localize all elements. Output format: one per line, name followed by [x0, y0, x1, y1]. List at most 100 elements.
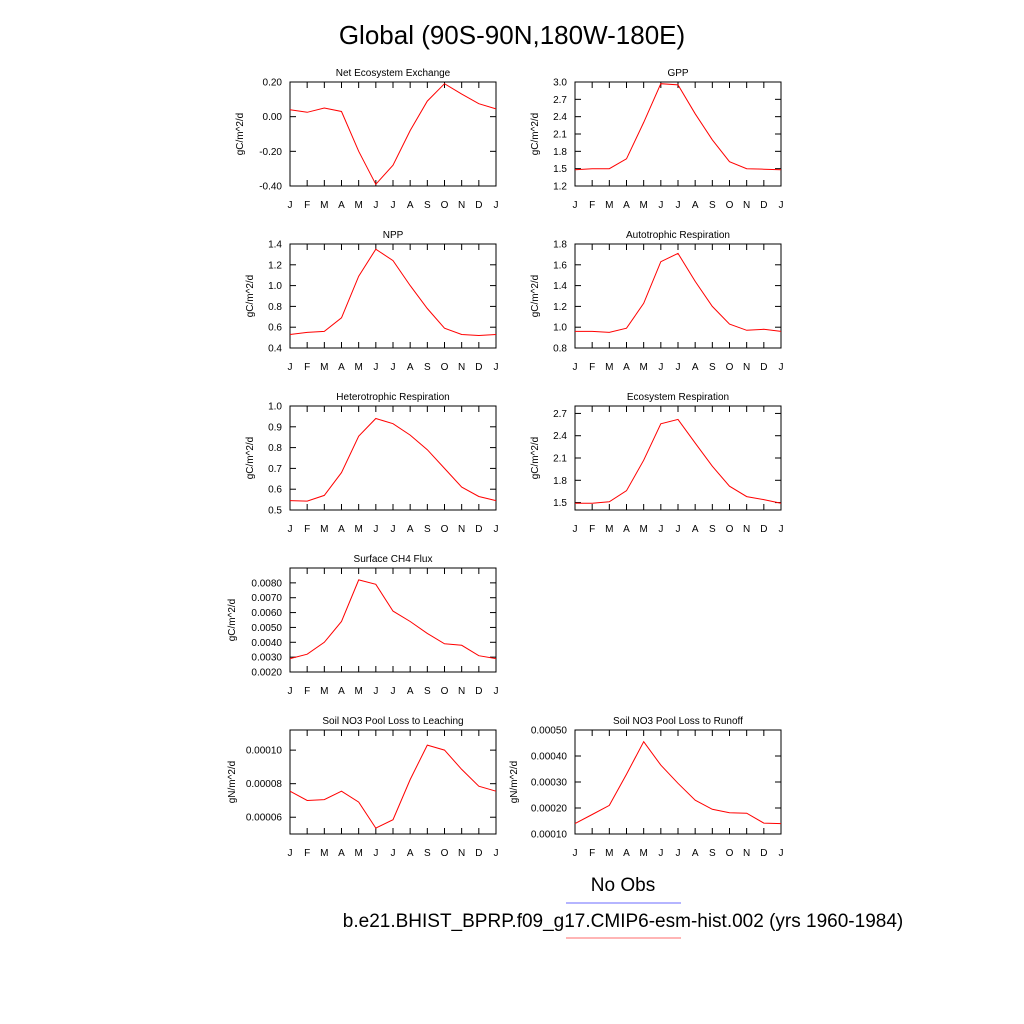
series-line — [575, 418, 782, 504]
y-tick-label: 1.2 — [553, 182, 567, 193]
x-tick-label: M — [605, 362, 613, 373]
series-line — [289, 248, 497, 337]
x-tick-label: A — [407, 848, 414, 859]
x-tick-label: J — [288, 362, 293, 373]
x-tick-label: M — [354, 848, 362, 859]
x-tick-label: J — [494, 524, 499, 535]
x-tick-label: A — [407, 362, 414, 373]
x-tick-label: J — [391, 200, 396, 211]
x-tick-label: J — [676, 848, 681, 859]
y-axis-label: gC/m^2/d — [530, 437, 541, 480]
x-tick-label: J — [676, 524, 681, 535]
x-tick-label: J — [779, 848, 784, 859]
x-tick-label: M — [639, 200, 647, 211]
x-tick-label: S — [709, 848, 716, 859]
x-tick-label: S — [709, 362, 716, 373]
y-tick-label: 2.4 — [553, 112, 567, 123]
x-tick-label: J — [373, 524, 378, 535]
y-tick-label: 3.0 — [553, 78, 567, 89]
x-tick-label: F — [304, 686, 310, 697]
x-tick-label: M — [605, 524, 613, 535]
y-tick-label: 0.00 — [263, 112, 283, 123]
x-tick-label: A — [407, 200, 414, 211]
x-tick-label: O — [441, 686, 449, 697]
plot-frame — [289, 243, 497, 349]
x-tick-label: A — [692, 524, 699, 535]
y-tick-label: 1.0 — [268, 281, 282, 292]
y-tick-label: 0.0060 — [251, 608, 282, 619]
x-tick-label: N — [743, 848, 750, 859]
x-tick-label: M — [320, 686, 328, 697]
y-tick-label: 1.8 — [553, 476, 567, 487]
x-tick-label: J — [779, 524, 784, 535]
plot-frame — [574, 729, 782, 835]
x-tick-label: N — [458, 362, 465, 373]
x-tick-label: O — [441, 848, 449, 859]
y-tick-label: 1.6 — [553, 260, 567, 271]
y-tick-label: 0.0050 — [251, 623, 282, 634]
x-tick-label: S — [424, 200, 431, 211]
plot-frame — [574, 81, 782, 187]
x-tick-label: S — [709, 200, 716, 211]
x-tick-label: A — [407, 686, 414, 697]
x-tick-label: F — [304, 200, 310, 211]
x-tick-label: M — [605, 848, 613, 859]
x-tick-label: A — [692, 848, 699, 859]
y-tick-label: 0.6 — [268, 485, 282, 496]
panel-title: Autotrophic Respiration — [626, 230, 730, 241]
x-tick-label: M — [320, 524, 328, 535]
x-tick-label: J — [494, 848, 499, 859]
x-tick-label: J — [573, 200, 578, 211]
x-tick-label: M — [320, 848, 328, 859]
x-tick-label: J — [494, 200, 499, 211]
legend-label-model-run: b.e21.BHIST_BPRP.f09_g17.CMIP6-esm-hist.… — [343, 911, 903, 932]
x-tick-label: J — [288, 524, 293, 535]
x-tick-label: J — [288, 848, 293, 859]
y-axis-label: gC/m^2/d — [530, 275, 541, 318]
x-tick-label: J — [658, 200, 663, 211]
x-tick-label: M — [354, 362, 362, 373]
x-tick-label: J — [676, 200, 681, 211]
y-tick-label: 0.00010 — [531, 830, 568, 841]
x-tick-label: J — [494, 362, 499, 373]
x-tick-label: J — [373, 200, 378, 211]
plot-frame — [289, 567, 497, 673]
series-line — [289, 579, 497, 660]
y-tick-label: 0.0080 — [251, 578, 282, 589]
x-tick-label: F — [304, 362, 310, 373]
x-tick-label: A — [338, 362, 345, 373]
y-axis-label: gC/m^2/d — [245, 275, 256, 318]
x-tick-label: J — [373, 686, 378, 697]
x-tick-label: J — [779, 362, 784, 373]
x-tick-label: F — [589, 362, 595, 373]
y-tick-label: 0.7 — [268, 464, 282, 475]
panel-title: NPP — [383, 230, 404, 241]
y-tick-label: 0.20 — [263, 78, 283, 89]
x-tick-label: D — [760, 848, 767, 859]
x-tick-label: N — [458, 524, 465, 535]
x-tick-label: D — [475, 200, 482, 211]
y-tick-label: 1.8 — [553, 147, 567, 158]
x-tick-label: S — [709, 524, 716, 535]
y-axis-label: gN/m^2/d — [509, 761, 520, 804]
plot-frame — [289, 729, 497, 835]
x-tick-label: N — [743, 524, 750, 535]
y-tick-label: 0.00006 — [246, 813, 283, 824]
x-tick-label: O — [441, 362, 449, 373]
y-tick-label: 0.00050 — [531, 726, 568, 737]
y-tick-label: 0.9 — [268, 422, 282, 433]
x-tick-label: M — [605, 200, 613, 211]
y-tick-label: 1.4 — [268, 240, 282, 251]
x-tick-label: J — [658, 524, 663, 535]
x-tick-label: J — [288, 200, 293, 211]
x-tick-label: D — [475, 686, 482, 697]
x-tick-label: A — [623, 524, 630, 535]
